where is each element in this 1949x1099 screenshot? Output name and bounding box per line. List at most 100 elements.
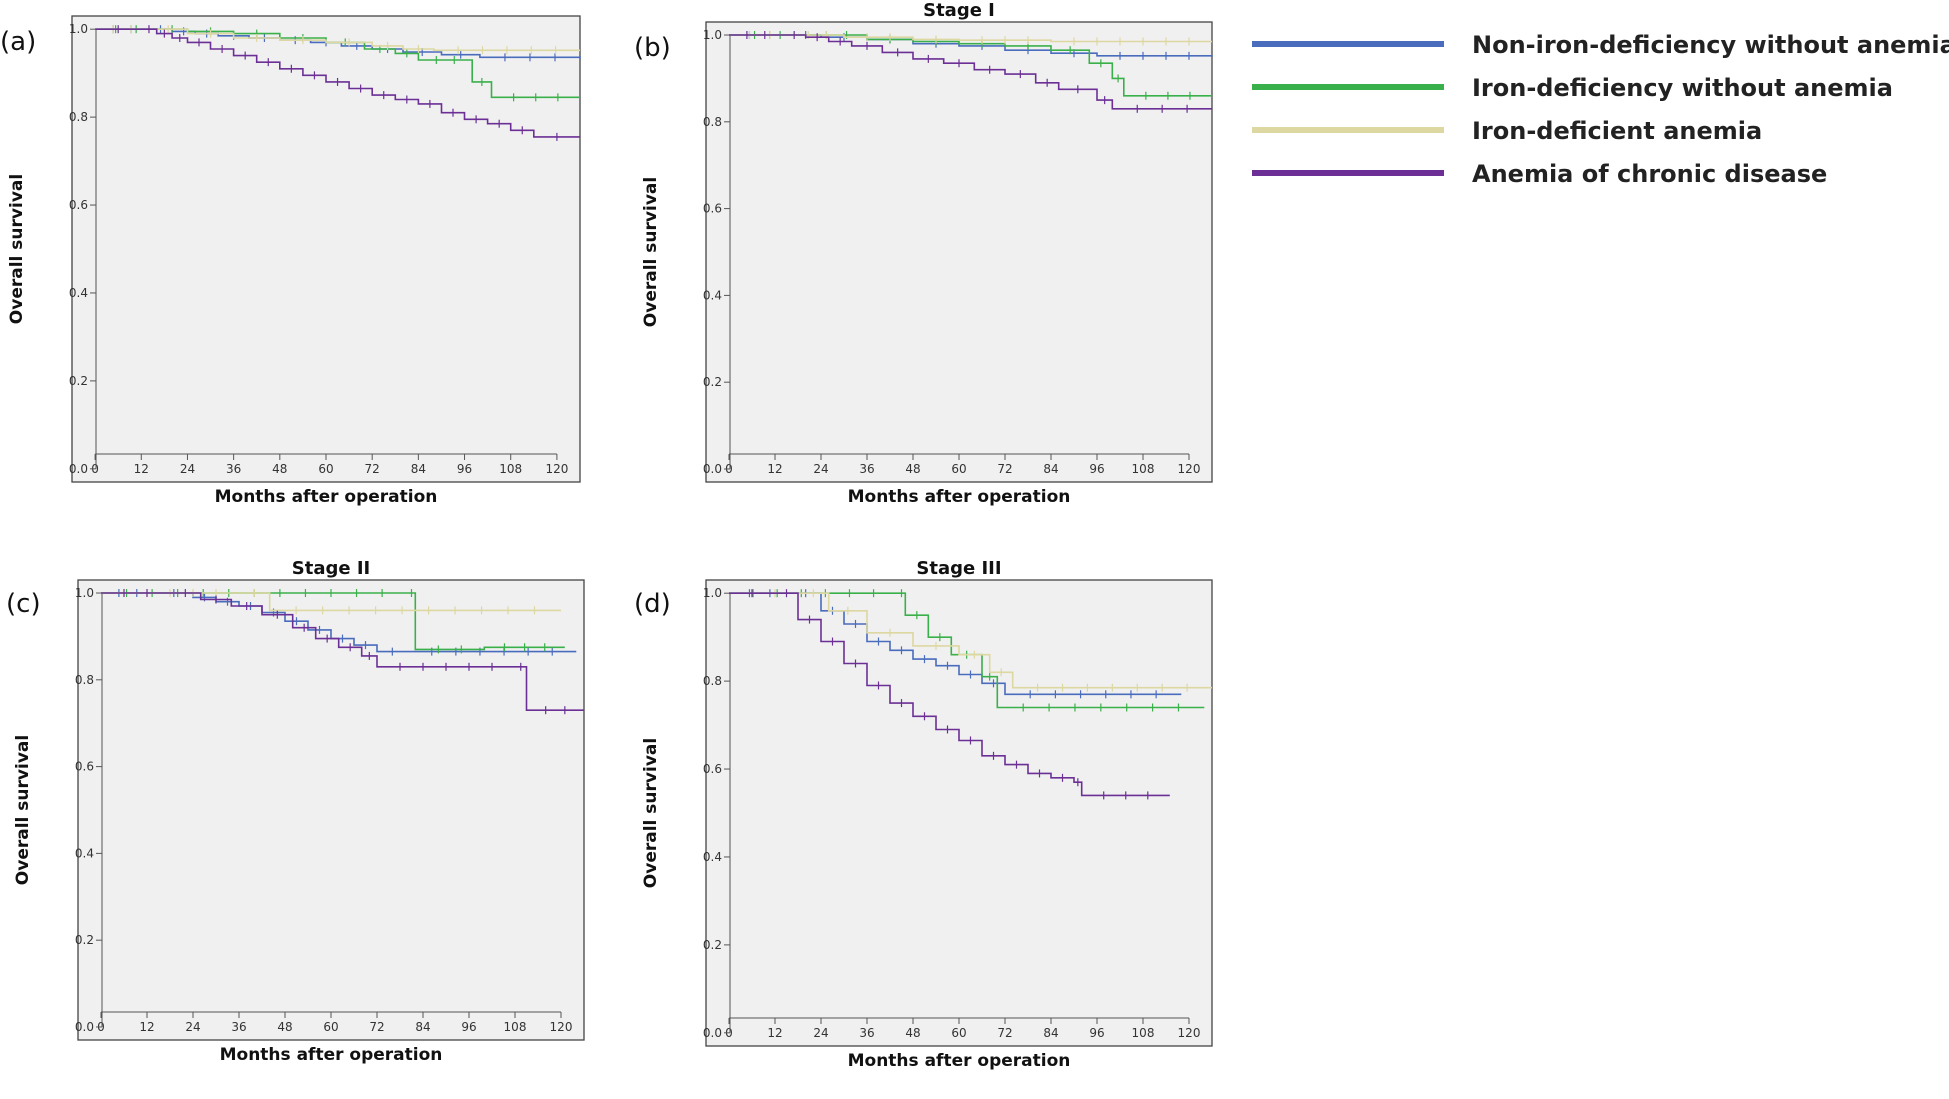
y-tick-label: 0.2: [703, 938, 722, 952]
legend-label: Iron-deficiency without anemia: [1472, 74, 1893, 102]
y-tick-label: 0.4: [75, 846, 94, 860]
panel-label: (a): [0, 27, 36, 57]
x-axis-label: Months after operation: [215, 487, 438, 507]
legend: Non-iron-deficiency without anemia Iron-d…: [1252, 31, 1949, 188]
series-line: [101, 592, 565, 651]
y-tick-label: 0.4: [69, 286, 88, 300]
plot-area: [705, 21, 1213, 483]
y-tick-label: 0.0: [703, 1026, 722, 1040]
chart-panel-3: (c)Stage II0 12 24 36 48 60 72 84 96 108 1200.00.2…: [6, 558, 585, 1065]
y-axis-label: Overall survival: [13, 735, 33, 885]
x-tick-label: 72: [369, 1020, 384, 1034]
y-tick-label: 0.8: [703, 674, 722, 688]
x-tick-label: 36: [859, 462, 874, 476]
legend-label: Iron-deficient anemia: [1472, 117, 1762, 145]
x-tick-label: 24: [185, 1020, 200, 1034]
x-tick-label: 36: [859, 1026, 874, 1040]
x-tick-label: 108: [504, 1020, 527, 1034]
y-tick-label: 0.8: [69, 110, 88, 124]
y-tick-label: 0.2: [69, 374, 88, 388]
x-axis-label: Months after operation: [220, 1045, 443, 1065]
x-tick-label: 60: [951, 1026, 966, 1040]
series-line: [95, 28, 580, 138]
x-tick-label: 12: [767, 1026, 782, 1040]
y-tick-label: 0.4: [703, 850, 722, 864]
series-line: [729, 592, 1212, 689]
x-tick-label: 72: [365, 462, 380, 476]
x-tick-label: 12: [139, 1020, 154, 1034]
x-tick-label: 108: [1132, 1026, 1155, 1040]
x-tick-label: 120: [1178, 1026, 1201, 1040]
y-tick-label: 0.6: [69, 198, 88, 212]
y-tick-label: 1.0: [703, 28, 722, 42]
y-tick-label: 0.8: [703, 115, 722, 129]
x-tick-label: 24: [813, 1026, 828, 1040]
x-tick-label: 24: [813, 462, 828, 476]
x-tick-label: 48: [277, 1020, 292, 1034]
x-tick-label: 120: [545, 462, 568, 476]
x-tick-label: 48: [905, 1026, 920, 1040]
y-tick-label: 0.2: [75, 933, 94, 947]
x-tick-label: 48: [905, 462, 920, 476]
x-tick-label: 84: [1043, 1026, 1058, 1040]
plot-area: [705, 579, 1213, 1047]
x-tick-label: 72: [997, 1026, 1012, 1040]
chart-title: Stage I: [923, 0, 995, 21]
y-tick-label: 0.0: [75, 1020, 94, 1034]
y-tick-label: 0.8: [75, 673, 94, 687]
chart-title: Stage II: [292, 558, 370, 579]
x-tick-label: 60: [951, 462, 966, 476]
x-axis-label: Months after operation: [848, 487, 1071, 507]
y-tick-label: 1.0: [75, 586, 94, 600]
x-tick-label: 36: [226, 462, 241, 476]
x-tick-label: 12: [767, 462, 782, 476]
y-tick-label: 0.0: [69, 462, 88, 476]
series-line: [729, 34, 1212, 110]
x-tick-label: 72: [997, 462, 1012, 476]
x-tick-label: 84: [411, 462, 426, 476]
x-tick-label: 12: [134, 462, 149, 476]
x-tick-label: 60: [323, 1020, 338, 1034]
x-tick-label: 36: [231, 1020, 246, 1034]
x-tick-label: 96: [1089, 1026, 1104, 1040]
y-tick-label: 0.6: [75, 760, 94, 774]
y-tick-label: 1.0: [703, 586, 722, 600]
chart-title: Stage III: [916, 558, 1001, 579]
legend-label: Anemia of chronic disease: [1472, 160, 1827, 188]
panel-label: (d): [634, 589, 671, 619]
x-tick-label: 96: [461, 1020, 476, 1034]
x-tick-label: 120: [550, 1020, 573, 1034]
chart-panel-1: (a)0 12 24 36 48 60 72 84 96 108 1200.00.20.40.60.…: [0, 15, 581, 507]
x-tick-label: 96: [457, 462, 472, 476]
chart-panel-2: (b)Stage I0 12 24 36 48 60 72 84 96 108 1200.00.20…: [634, 0, 1213, 507]
x-tick-label: 60: [318, 462, 333, 476]
plot-area: [71, 15, 581, 483]
y-axis-label: Overall survival: [7, 174, 27, 324]
x-tick-label: 84: [415, 1020, 430, 1034]
y-tick-label: 0.2: [703, 375, 722, 389]
y-tick-label: 0.0: [703, 462, 722, 476]
series-line: [729, 592, 1170, 797]
legend-label: Non-iron-deficiency without anemia: [1472, 31, 1949, 59]
x-tick-label: 48: [272, 462, 287, 476]
y-tick-label: 0.6: [703, 762, 722, 776]
series-line: [95, 28, 580, 52]
y-tick-label: 0.6: [703, 202, 722, 216]
x-tick-label: 84: [1043, 462, 1058, 476]
plot-area: [77, 579, 585, 1041]
y-axis-label: Overall survival: [641, 177, 661, 327]
series-line: [729, 592, 1205, 709]
y-tick-label: 0.4: [703, 288, 722, 302]
x-tick-label: 96: [1089, 462, 1104, 476]
x-tick-label: 108: [1132, 462, 1155, 476]
panel-label: (b): [634, 33, 671, 63]
x-axis-label: Months after operation: [848, 1051, 1071, 1071]
x-tick-label: 108: [499, 462, 522, 476]
y-tick-label: 1.0: [69, 22, 88, 36]
x-tick-label: 120: [1178, 462, 1201, 476]
y-axis-label: Overall survival: [641, 738, 661, 888]
panel-label: (c): [6, 589, 41, 619]
x-tick-label: 24: [180, 462, 195, 476]
